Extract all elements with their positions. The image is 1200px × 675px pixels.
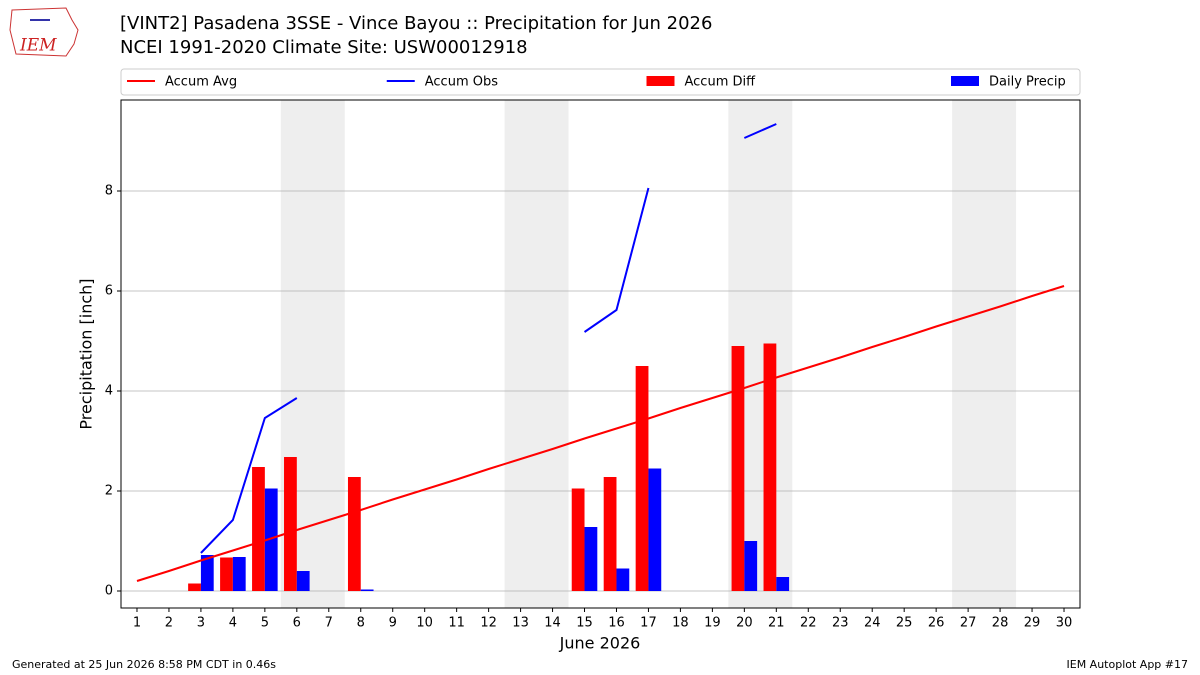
bar — [360, 589, 374, 591]
chart-subtitle: NCEI 1991-2020 Climate Site: USW00012918 — [120, 37, 528, 58]
bar — [648, 468, 662, 591]
x-tick-label: 9 — [389, 616, 397, 631]
legend-box — [120, 68, 1081, 96]
x-tick-label: 23 — [832, 616, 849, 631]
bar — [200, 555, 214, 591]
bar — [347, 477, 361, 591]
x-tick-label: 10 — [416, 616, 433, 631]
y-tick-label: 2 — [105, 484, 113, 499]
x-tick-label: 4 — [229, 616, 237, 631]
x-tick-label: 2 — [165, 616, 173, 631]
x-tick-label: 18 — [672, 616, 689, 631]
legend-swatch — [951, 76, 979, 86]
x-tick-label: 1 — [133, 616, 141, 631]
x-axis-label: June 2026 — [559, 634, 641, 653]
x-tick-label: 13 — [512, 616, 529, 631]
bar — [635, 366, 649, 591]
x-tick-label: 15 — [576, 616, 593, 631]
x-tick-label: 25 — [896, 616, 913, 631]
line — [200, 123, 777, 554]
x-tick-label: 8 — [357, 616, 365, 631]
x-tick-label: 27 — [960, 616, 977, 631]
x-tick-label: 5 — [261, 616, 269, 631]
line — [136, 285, 1065, 582]
bar — [188, 583, 201, 591]
x-tick-label: 22 — [800, 616, 817, 631]
y-tick-label: 0 — [105, 584, 113, 599]
x-tick-label: 19 — [704, 616, 721, 631]
x-tick-label: 6 — [293, 616, 301, 631]
legend-label: Accum Diff — [685, 75, 757, 90]
bar — [571, 488, 585, 591]
bar — [220, 557, 233, 591]
x-tick-label: 11 — [448, 616, 465, 631]
footer-right: IEM Autoplot App #17 — [1067, 658, 1189, 671]
bar — [763, 343, 777, 591]
legend-swatch — [646, 76, 675, 86]
footer-left: Generated at 25 Jun 2026 8:58 PM CDT in … — [12, 658, 276, 671]
bar — [776, 577, 790, 591]
bar — [731, 346, 745, 591]
x-tick-label: 12 — [480, 616, 497, 631]
bar — [252, 467, 265, 591]
x-tick-label: 16 — [608, 616, 625, 631]
bar — [744, 541, 758, 591]
logo: IEM — [9, 7, 79, 57]
plot-frame — [120, 99, 1081, 609]
y-axis-label: Precipitation [inch] — [77, 278, 96, 429]
x-tick-label: 3 — [197, 616, 205, 631]
x-tick-label: 14 — [544, 616, 561, 631]
logo-text: IEM — [19, 36, 57, 56]
bar — [616, 568, 630, 591]
y-tick-label: 8 — [105, 184, 113, 199]
x-tick-label: 20 — [736, 616, 753, 631]
x-tick-label: 30 — [1056, 616, 1073, 631]
bar — [264, 488, 278, 591]
logo-outline — [9, 7, 79, 57]
x-tick-label: 28 — [992, 616, 1009, 631]
bar — [603, 477, 617, 591]
y-tick-label: 4 — [105, 384, 113, 399]
x-tick-label: 21 — [768, 616, 785, 631]
x-tick-label: 29 — [1024, 616, 1041, 631]
bar — [232, 557, 246, 591]
weekend-shade — [504, 100, 569, 608]
chart-title: [VINT2] Pasadena 3SSE - Vince Bayou :: P… — [120, 13, 712, 34]
legend-label: Accum Avg — [165, 75, 237, 90]
bar — [584, 527, 598, 591]
x-tick-label: 17 — [640, 616, 657, 631]
bar — [296, 571, 310, 591]
x-tick-label: 7 — [325, 616, 333, 631]
y-tick-label: 6 — [105, 284, 113, 299]
x-tick-label: 26 — [928, 616, 945, 631]
weekend-shade — [952, 100, 1017, 608]
legend-label: Daily Precip — [989, 75, 1066, 90]
bar — [284, 457, 297, 591]
legend-label: Accum Obs — [425, 75, 498, 90]
x-tick-label: 24 — [864, 616, 881, 631]
